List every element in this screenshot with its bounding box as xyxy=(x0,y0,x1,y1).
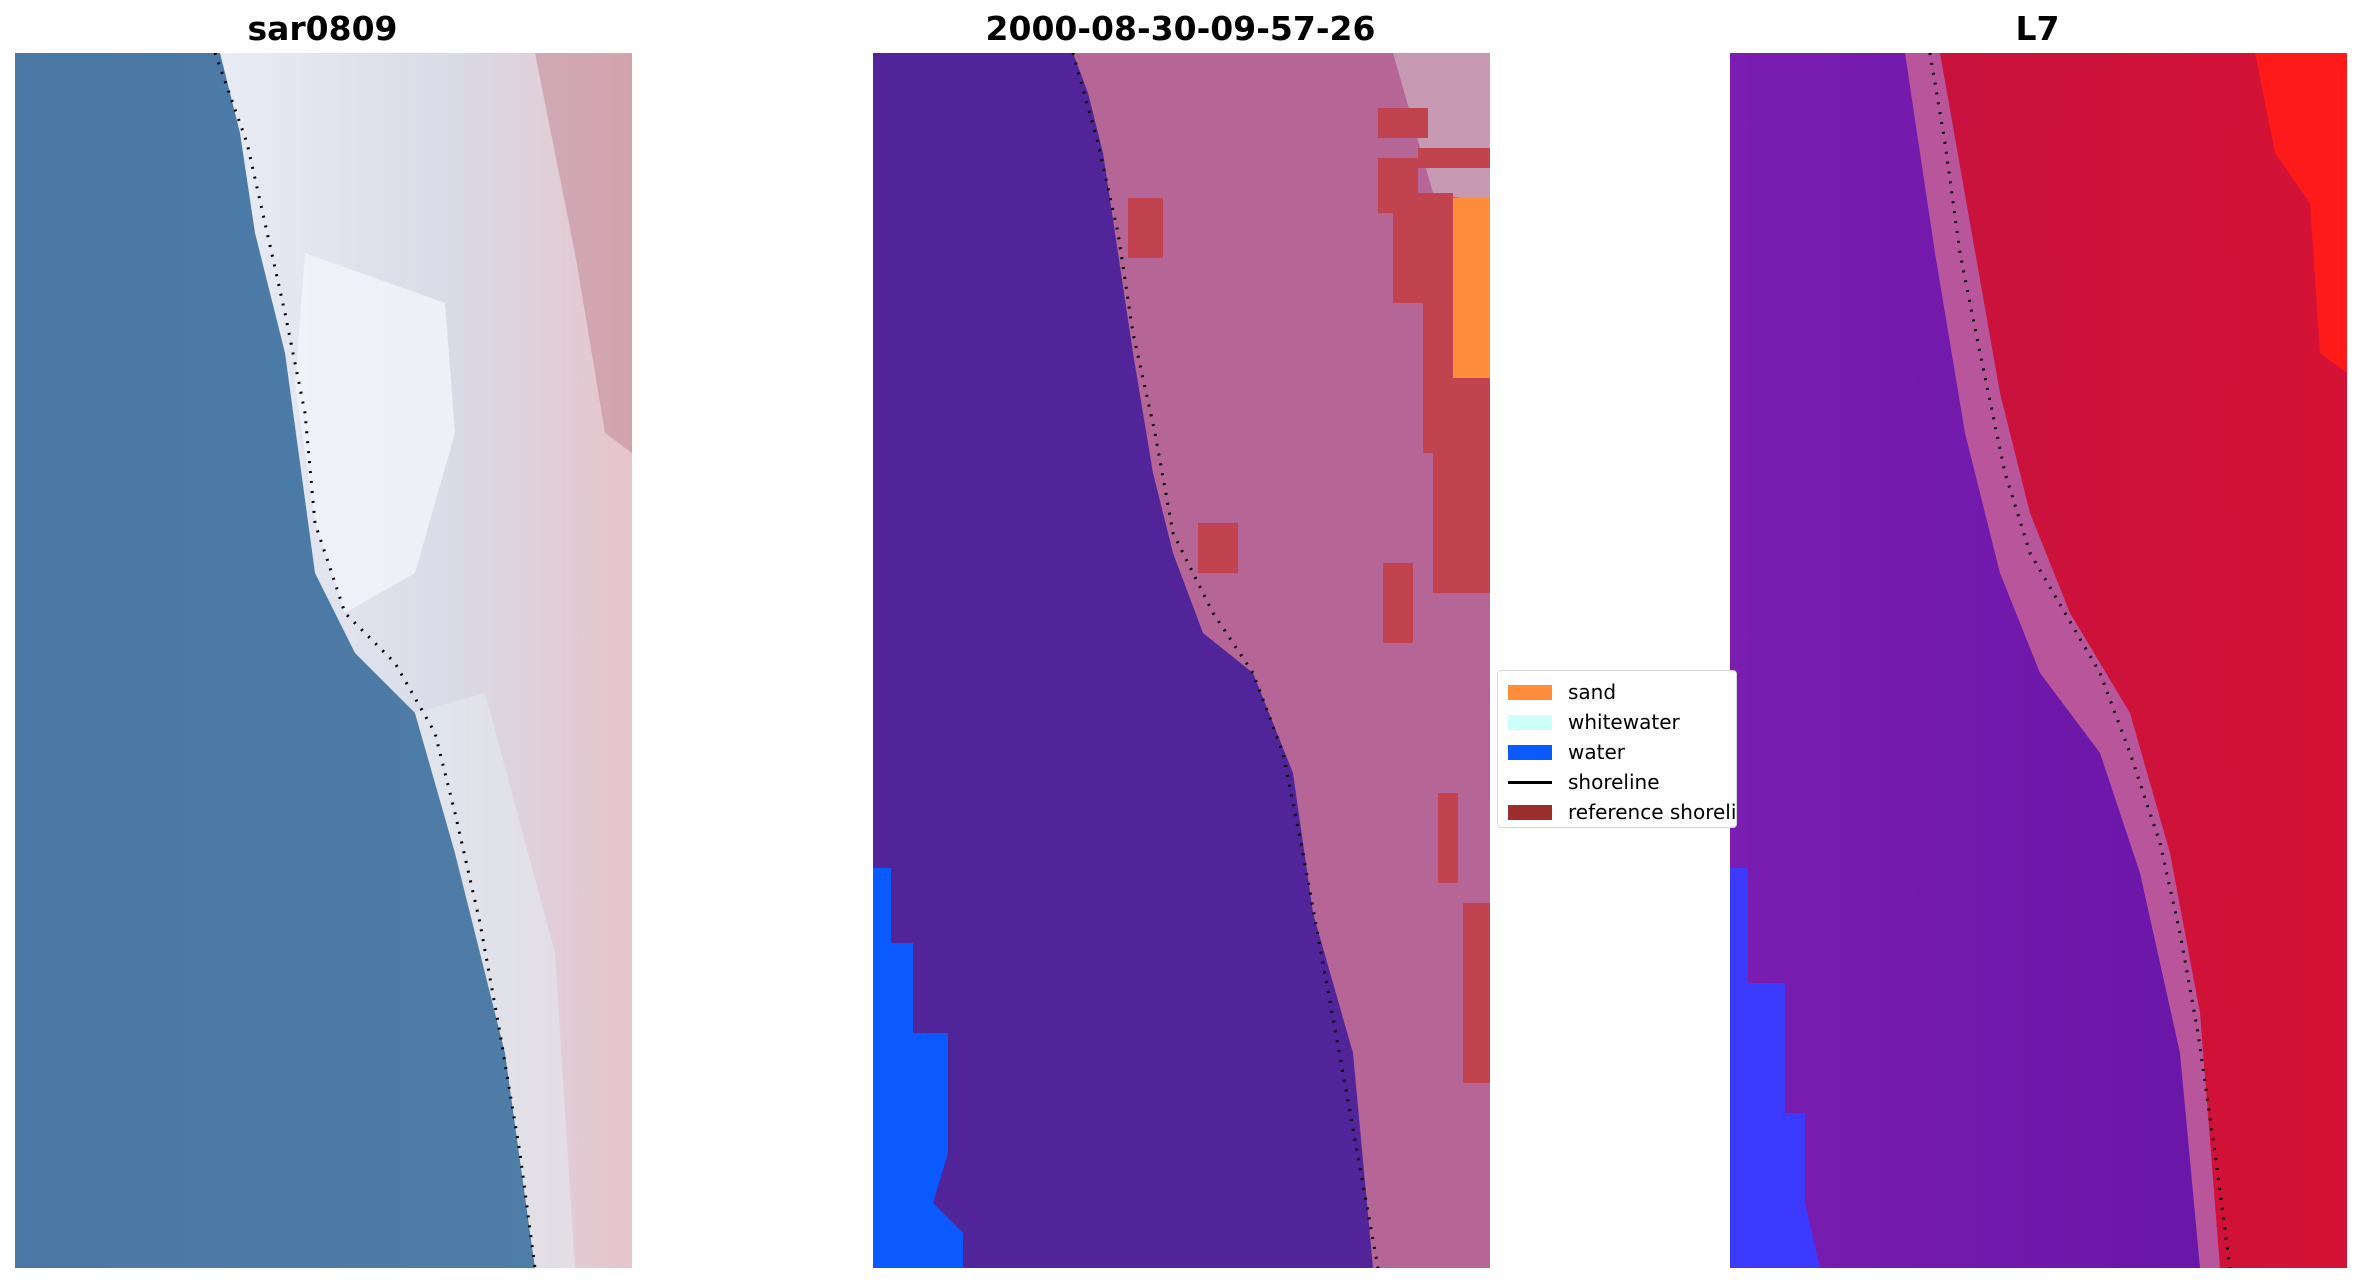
legend-label: shoreline xyxy=(1568,770,1660,794)
water-class-area xyxy=(873,868,963,1268)
legend-item-shoreline: shoreline xyxy=(1508,767,1736,797)
legend-swatch-water xyxy=(1508,744,1552,760)
panel-title-classified: 2000-08-30-09-57-26 xyxy=(985,9,1376,48)
bright-sand-patch xyxy=(295,253,455,613)
land-class-area xyxy=(1073,53,1490,1268)
land-index-area xyxy=(1905,53,2347,1268)
legend-label: water xyxy=(1568,740,1625,764)
legend-item-whitewater: whitewater xyxy=(1508,707,1736,737)
legend-item-reference-shoreline: reference shoreline xyxy=(1508,797,1736,827)
transition-band xyxy=(1905,53,2220,1268)
legend-item-sand: sand xyxy=(1508,677,1736,707)
legend-swatch-sand xyxy=(1508,684,1552,700)
panel-title-index: L7 xyxy=(2015,9,2060,48)
sand-cells xyxy=(1453,198,1490,378)
strong-water-area xyxy=(1730,868,1820,1268)
classified-image-panel xyxy=(873,53,1490,1268)
legend-item-water: water xyxy=(1508,737,1736,767)
legend-label: reference shoreline xyxy=(1568,800,1737,824)
bright-red-area xyxy=(2255,53,2347,373)
surf-band xyxy=(415,693,575,1268)
legend-label: whitewater xyxy=(1568,710,1680,734)
legend-swatch-reference-shoreline xyxy=(1508,804,1552,820)
legend-swatch-whitewater xyxy=(1508,714,1552,730)
panel-title-rgb: sar0809 xyxy=(247,9,398,48)
dune-tint xyxy=(535,53,632,453)
rgb-image-panel xyxy=(15,53,632,1268)
reference-shoreline-cells xyxy=(1128,108,1490,1083)
legend-label: sand xyxy=(1568,680,1617,704)
legend-line-shoreline xyxy=(1508,780,1552,784)
index-image-panel xyxy=(1730,53,2347,1268)
legend: sand whitewater water shoreline referenc… xyxy=(1497,670,1737,828)
